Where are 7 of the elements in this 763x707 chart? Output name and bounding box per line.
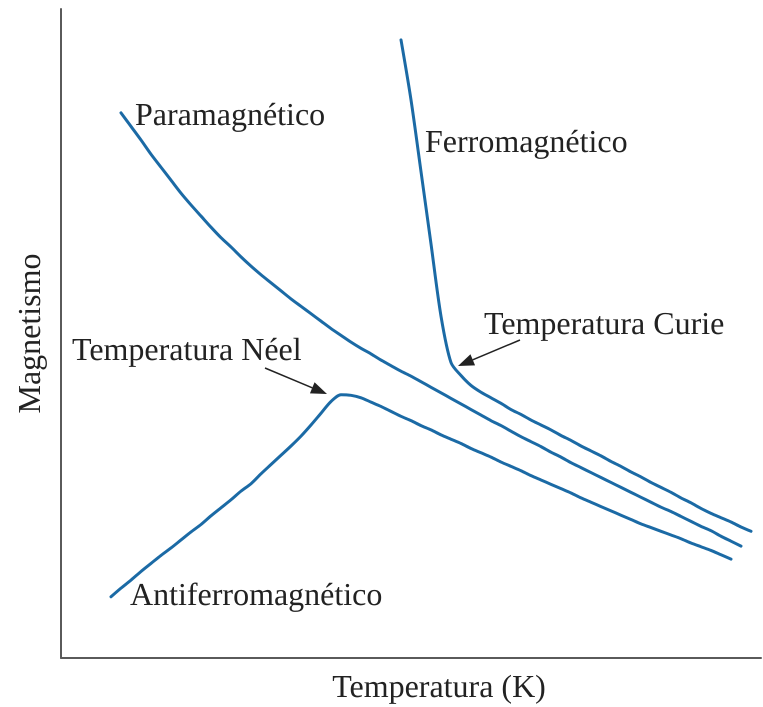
- annotation: Temperatura Néel: [72, 331, 302, 367]
- series-label: Antiferromagnético: [130, 576, 382, 612]
- series-label: Paramagnético: [135, 96, 326, 132]
- y-axis-title: Magnetismo: [11, 254, 47, 414]
- annotation: Temperatura Curie: [484, 305, 724, 341]
- x-axis-title: Temperatura (K): [332, 668, 546, 704]
- series-label: Ferromagnético: [425, 122, 628, 159]
